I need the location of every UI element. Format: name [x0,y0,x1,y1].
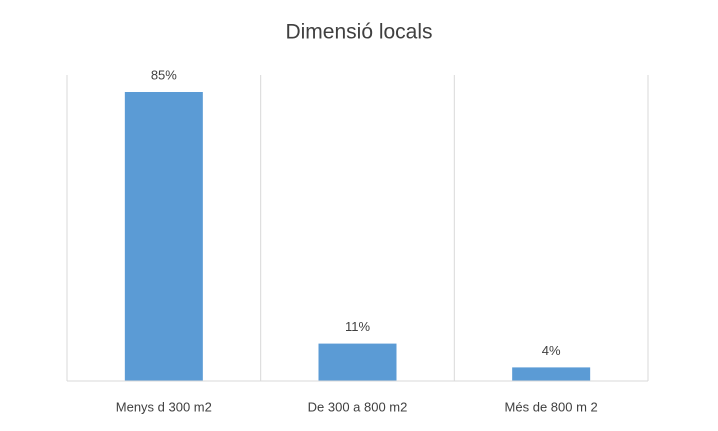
data-label: 4% [542,343,561,358]
x-tick-label: De 300 a 800 m2 [308,399,408,414]
bar [318,343,397,381]
x-tick-label: Més de 800 m 2 [505,399,598,414]
x-tick-label: Menys d 300 m2 [116,399,212,414]
bar [124,92,203,381]
bar [512,367,591,381]
chart-title: Dimensió locals [285,21,432,44]
data-label: 85% [151,67,177,82]
data-label: 11% [345,319,370,334]
